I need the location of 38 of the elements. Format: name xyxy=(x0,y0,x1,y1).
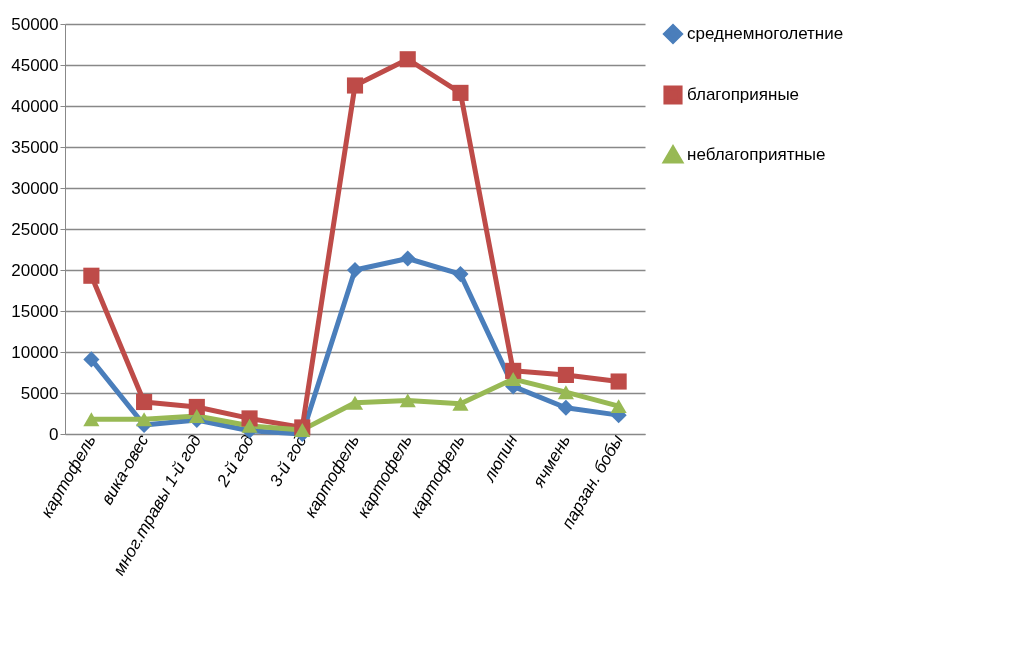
legend-label: благоприяные xyxy=(687,85,800,104)
point xyxy=(399,250,416,267)
point xyxy=(557,399,574,416)
point xyxy=(452,266,469,283)
point xyxy=(452,84,469,101)
point xyxy=(346,395,364,410)
y-tick-label: 0 xyxy=(49,424,59,444)
point xyxy=(399,51,416,68)
y-tick-label: 35000 xyxy=(11,137,59,157)
point xyxy=(610,373,627,390)
point xyxy=(241,418,258,433)
point xyxy=(452,396,469,411)
point xyxy=(83,267,100,284)
point xyxy=(557,385,574,400)
legend-label: неблагоприятные xyxy=(687,145,826,164)
legend-label: среднемноголетние xyxy=(687,24,844,43)
y-tick-label: 30000 xyxy=(11,178,59,198)
y-tick-label: 40000 xyxy=(11,96,59,116)
point xyxy=(346,77,364,94)
y-tick-label: 25000 xyxy=(11,219,59,239)
y-tick-label: 45000 xyxy=(11,55,59,75)
point xyxy=(83,351,100,368)
point xyxy=(188,398,205,415)
point xyxy=(136,393,153,411)
point xyxy=(83,412,100,427)
y-tick-label: 20000 xyxy=(11,260,59,280)
point xyxy=(346,261,364,279)
y-tick-label: 15000 xyxy=(11,301,59,321)
y-tick-label: 10000 xyxy=(11,342,59,362)
y-tick-label: 5000 xyxy=(20,383,59,403)
point xyxy=(557,366,574,384)
y-tick-label: 50000 xyxy=(11,14,59,34)
point xyxy=(399,393,416,408)
point xyxy=(610,399,627,414)
point xyxy=(136,412,153,427)
point xyxy=(188,408,205,423)
x-tick-label: 2-й год xyxy=(212,431,258,491)
point xyxy=(505,372,522,387)
